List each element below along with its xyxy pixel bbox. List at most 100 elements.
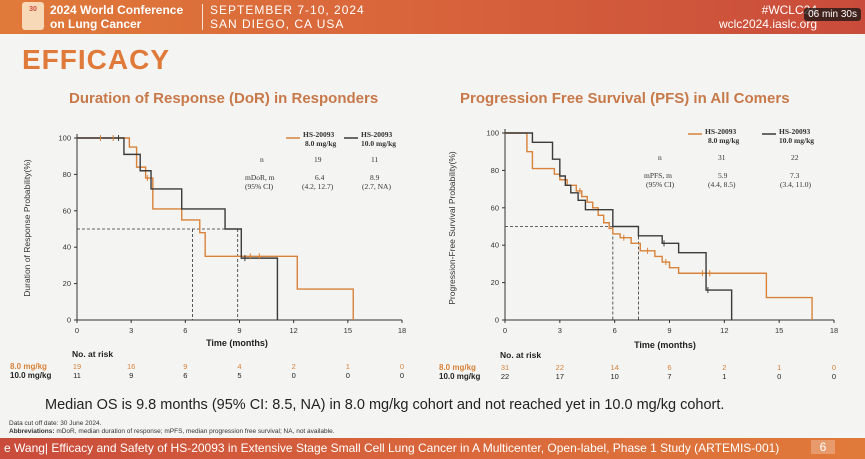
pfs-y-tick-label: 60: [491, 203, 499, 212]
pfs-x-tick-label: 6: [613, 326, 617, 335]
dor-y-tick-label: 40: [63, 243, 71, 252]
pfs-y-axis-label: Progression-Free Survival Probability(%): [447, 151, 457, 305]
citation-text: e Wang| Efficacy and Safety of HS-20093 …: [4, 441, 779, 455]
dor-risk-value: 11: [73, 371, 81, 380]
dor-risk-value: 16: [127, 362, 135, 371]
dor-m2: 8.9: [370, 173, 380, 182]
dor-risk-value: 6: [183, 371, 187, 380]
dor-ci1: (4.2, 12.7): [302, 182, 334, 191]
pfs-risk-value: 1: [722, 372, 726, 381]
pfs-m-label: mPFS, m: [644, 171, 672, 180]
pfs-ci-label: (95% CI): [646, 180, 675, 189]
pfs-m2: 7.3: [790, 171, 800, 180]
pfs-risk-value: 0: [832, 372, 836, 381]
citation-footer: e Wang| Efficacy and Safety of HS-20093 …: [0, 438, 865, 459]
pfs-risk-title: No. at risk: [500, 350, 541, 360]
dor-y-tick-label: 20: [63, 279, 71, 288]
dor-risk-label: 8.0 mg/kg: [10, 362, 47, 371]
pfs-risk-value: 14: [610, 363, 618, 372]
pfs-risk-value: 0: [777, 372, 781, 381]
dor-y-tick-label: 0: [67, 316, 71, 325]
dor-m-label: mDoR, m: [245, 173, 275, 182]
dor-risk-value: 9: [183, 362, 187, 371]
pfs-x-tick-label: 18: [830, 326, 838, 335]
pfs-n-label: n: [658, 153, 662, 162]
dor-x-tick-label: 15: [344, 326, 352, 335]
pfs-risk-value: 0: [832, 363, 836, 372]
pfs-curve-dark: [505, 133, 732, 320]
dor-x-axis-label: Time (months): [206, 338, 268, 348]
dor-y-tick-label: 60: [63, 206, 71, 215]
dor-m1: 6.4: [315, 173, 325, 182]
dor-col2-line2: 10.0 mg/kg: [361, 139, 396, 148]
pfs-n1: 31: [718, 153, 726, 162]
pfs-x-tick-label: 0: [503, 326, 507, 335]
pfs-n2: 22: [791, 153, 799, 162]
dor-risk-value: 4: [237, 362, 241, 371]
dor-x-tick-label: 3: [129, 326, 133, 335]
pfs-risk-value: 6: [667, 363, 671, 372]
dor-n-label: n: [260, 155, 264, 164]
dor-col2-line1: HS-20093: [361, 130, 393, 139]
pfs-ci1: (4.4, 8.5): [708, 180, 736, 189]
dor-risk-value: 9: [129, 371, 133, 380]
pfs-col2-line2: 10.0 mg/kg: [779, 136, 814, 145]
pfs-risk-label: 10.0 mg/kg: [439, 372, 480, 381]
pfs-km-plot: Progression-Free Survival Probability(%)…: [439, 127, 838, 381]
dor-risk-value: 0: [400, 362, 404, 371]
dor-n1: 19: [314, 155, 322, 164]
pfs-risk-value: 22: [501, 372, 509, 381]
dor-risk-title: No. at risk: [72, 349, 113, 359]
page-number: 6: [811, 440, 835, 454]
pfs-y-tick-label: 0: [495, 316, 499, 325]
dor-x-tick-label: 12: [289, 326, 297, 335]
pfs-ci2: (3.4, 11.0): [780, 180, 811, 189]
dor-y-axis-label: Duration of Response Probability(%): [22, 159, 32, 297]
dor-risk-value: 0: [346, 371, 350, 380]
dor-col1-line1: HS-20093: [303, 130, 335, 139]
pfs-col1-line2: 8.0 mg/kg: [708, 136, 740, 145]
pfs-m1: 5.9: [718, 171, 728, 180]
pfs-x-tick-label: 15: [775, 326, 783, 335]
pfs-risk-value: 2: [722, 363, 726, 372]
abbr-label: Abbreviations:: [9, 428, 55, 435]
dor-km-plot: Duration of Response Probability(%) Time…: [10, 130, 406, 380]
pfs-col2-line1: HS-20093: [779, 127, 811, 136]
dor-risk-value: 19: [73, 362, 81, 371]
abbreviations-note: Abbreviations: mDoR, median duration of …: [9, 428, 335, 435]
dor-x-tick-label: 18: [398, 326, 406, 335]
pfs-y-tick-label: 100: [486, 129, 499, 138]
dor-n2: 11: [371, 155, 378, 164]
dor-risk-label: 10.0 mg/kg: [10, 371, 51, 380]
dor-risk-value: 1: [346, 362, 350, 371]
dor-ci2: (2.7, NA): [362, 182, 391, 191]
pfs-y-tick-label: 20: [491, 278, 499, 287]
pfs-x-tick-label: 12: [720, 326, 728, 335]
dor-x-tick-label: 0: [75, 326, 79, 335]
pfs-x-tick-label: 9: [667, 326, 671, 335]
dor-risk-value: 5: [237, 371, 241, 380]
pfs-x-axis-label: Time (months): [634, 340, 696, 350]
pfs-risk-label: 8.0 mg/kg: [439, 363, 476, 372]
dor-y-tick-label: 80: [63, 170, 71, 179]
pfs-risk-value: 17: [556, 372, 564, 381]
pfs-y-tick-label: 40: [491, 241, 499, 250]
pfs-risk-value: 22: [556, 363, 564, 372]
dor-x-tick-label: 9: [237, 326, 241, 335]
pfs-y-tick-label: 80: [491, 166, 499, 175]
pfs-x-tick-label: 3: [558, 326, 562, 335]
dor-x-tick-label: 6: [183, 326, 187, 335]
pfs-risk-value: 7: [667, 372, 671, 381]
km-charts: Duration of Response Probability(%) Time…: [0, 0, 865, 459]
pfs-col1-line1: HS-20093: [705, 127, 737, 136]
dor-y-tick-label: 100: [58, 134, 71, 143]
abbr-text: mDoR, median duration of response; mPFS,…: [55, 428, 335, 435]
pfs-risk-value: 1: [777, 363, 781, 372]
data-cutoff-note: Data cut off date: 30 June 2024.: [9, 420, 101, 427]
median-os-statement: Median OS is 9.8 months (95% CI: 8.5, NA…: [45, 397, 724, 413]
dor-ci-label: (95% CI): [245, 182, 274, 191]
dor-risk-value: 0: [292, 371, 296, 380]
dor-risk-value: 0: [400, 371, 404, 380]
pfs-risk-value: 31: [501, 363, 509, 372]
dor-col1-line2: 8.0 mg/kg: [305, 139, 337, 148]
